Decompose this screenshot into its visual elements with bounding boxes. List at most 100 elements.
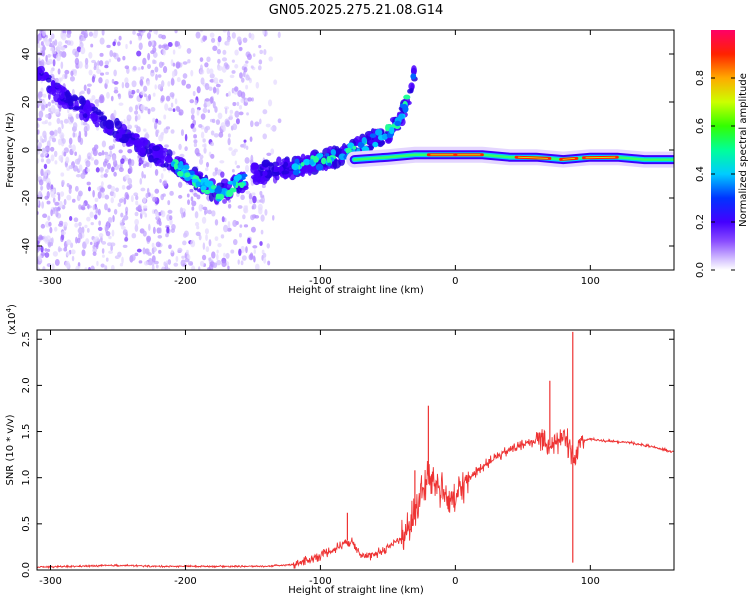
ridge-hot-blob [403,94,411,100]
noise-point [43,163,48,170]
ridge-blob [148,154,154,163]
noise-point [75,173,81,178]
noise-point [62,32,66,37]
noise-point [42,30,46,37]
noise-point [137,67,141,71]
noise-point [136,50,142,57]
noise-point [148,261,152,265]
ridge-blob [114,120,123,130]
noise-point [38,110,44,119]
noise-point [181,255,185,259]
noise-point [150,107,156,112]
noise-point [100,263,105,268]
noise-point [117,202,122,207]
ridge-hot-blob [177,170,184,177]
noise-point [41,46,47,51]
noise-point [202,206,208,211]
noise-point [151,242,155,248]
noise-point [206,56,211,63]
noise-point [51,50,57,55]
noise-point [169,218,173,226]
noise-point [246,112,249,116]
noise-point [136,248,142,253]
noise-point [105,71,110,75]
noise-point [182,232,188,238]
noise-point [61,123,64,130]
noise-point [60,172,65,177]
ridge-hot-blob [326,156,331,163]
noise-point [217,112,223,120]
ridge-hot-blob [352,145,357,150]
noise-point [162,193,166,197]
noise-point [71,198,76,203]
noise-point [207,267,211,270]
noise-point [37,199,40,206]
noise-point [129,40,132,45]
noise-point [49,146,55,152]
ridge-blob [163,162,169,168]
x-tick-label: -100 [309,276,332,287]
ridge-hot-blob [401,103,408,110]
ridge-blob [124,133,134,139]
noise-point [156,129,160,134]
noise-point [84,166,89,174]
noise-point [169,190,174,196]
noise-point [45,177,51,184]
noise-point [153,30,158,35]
noise-point [209,68,214,75]
noise-point [171,223,176,231]
noise-point [240,194,245,200]
noise-point [86,216,91,222]
noise-point [160,80,165,88]
noise-point [92,31,98,39]
noise-point [37,123,40,129]
noise-point [98,220,101,226]
noise-point [143,93,147,98]
x-tick-label: -200 [174,576,197,587]
noise-point [195,31,201,39]
noise-point [140,187,146,192]
noise-point [125,43,128,50]
noise-point [46,158,51,164]
noise-point [204,209,207,216]
noise-point [66,182,70,187]
noise-point [40,158,45,163]
noise-point [111,166,115,173]
noise-point [262,30,266,36]
noise-point [51,237,54,244]
noise-point [245,145,249,150]
noise-point [54,39,58,46]
noise-point [248,198,253,205]
noise-point [135,126,141,133]
noise-point [191,265,196,270]
noise-point [41,121,47,125]
noise-point [147,52,151,61]
noise-point [262,109,268,115]
snr-frame [36,329,675,571]
noise-point [42,93,47,98]
noise-point [68,187,72,194]
noise-point [163,114,167,120]
noise-point [198,203,203,212]
noise-point [49,130,55,136]
noise-point [136,88,140,94]
noise-point [130,159,135,167]
noise-point [95,206,99,214]
noise-point [37,39,40,44]
snr-x-ticks: -300 -200 -100 0 100 [39,330,600,587]
noise-point [142,205,148,209]
noise-point [58,201,63,209]
noise-point [71,88,75,96]
snr-scale-label: (x104) [5,304,18,335]
noise-point [175,105,180,111]
noise-point [54,201,60,206]
noise-point [266,152,272,156]
noise-point [155,73,158,81]
noise-point [240,260,244,266]
noise-point [88,51,93,59]
noise-point [92,190,95,198]
noise-point [158,227,162,234]
noise-point [106,221,110,228]
noise-point [270,126,274,131]
